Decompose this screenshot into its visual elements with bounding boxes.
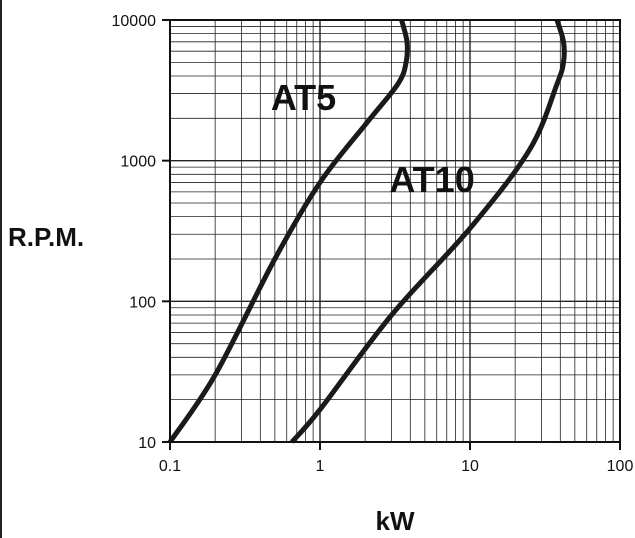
x-tick-label: 100: [607, 458, 634, 475]
y-tick-label: 100: [129, 294, 156, 311]
tick-labels: 10 100 1000 10000 0.1 1 10 100: [112, 13, 634, 475]
y-tick-label: 10000: [112, 13, 157, 30]
x-tick-label: 1: [316, 458, 325, 475]
curves: [167, 19, 567, 444]
curve-labels: AT5 AT10: [271, 77, 475, 200]
y-tick-label: 10: [138, 435, 156, 452]
x-tick-label: 0.1: [159, 458, 181, 475]
curve-label-at10: AT10: [389, 159, 474, 200]
left-border: [0, 0, 2, 538]
curve-label-at5: AT5: [271, 77, 336, 118]
x-axis-title: kW: [376, 506, 415, 536]
y-axis-title: R.P.M.: [8, 222, 84, 252]
series-line-at5: [167, 19, 410, 444]
x-tick-label: 10: [461, 458, 479, 475]
grid: [170, 20, 620, 442]
series-line-at10: [290, 19, 567, 444]
plot-border: [169, 19, 621, 443]
y-tick-label: 1000: [120, 154, 156, 171]
